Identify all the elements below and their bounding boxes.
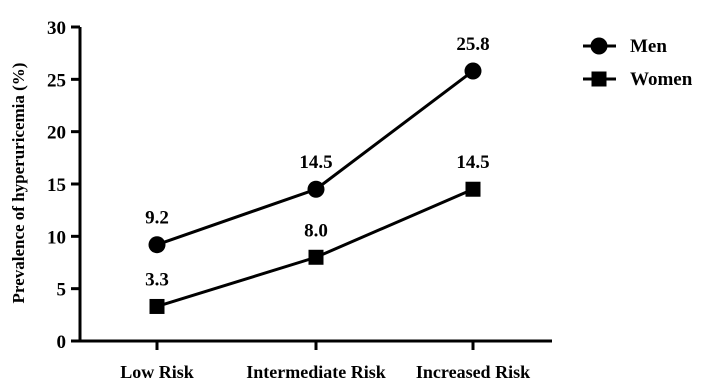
data-label: 14.5 xyxy=(299,152,332,173)
data-label: 8.0 xyxy=(304,220,328,241)
y-tick-label: 10 xyxy=(47,227,66,248)
y-tick-label: 15 xyxy=(47,175,66,196)
data-label: 3.3 xyxy=(145,269,169,290)
x-tick-label: Intermediate Risk xyxy=(246,362,385,382)
y-tick-label: 25 xyxy=(47,70,66,91)
data-point-circle xyxy=(148,236,166,254)
series-line xyxy=(156,187,474,308)
series-women: 3.3 8.0 14.5 xyxy=(145,152,490,314)
data-label: 9.2 xyxy=(145,208,169,229)
x-tick-label: Increased Risk xyxy=(416,362,530,382)
y-ticks: 0 5 10 15 20 25 30 xyxy=(47,18,80,353)
data-point-circle xyxy=(307,180,325,198)
y-tick-label: 20 xyxy=(47,123,66,144)
legend-label: Men xyxy=(630,36,667,57)
y-tick-label: 0 xyxy=(57,332,67,353)
y-tick-label: 30 xyxy=(47,18,66,39)
series-layer: 9.2 14.5 25.8 3.3 8.0 14.5 xyxy=(145,34,490,314)
series-men: 9.2 14.5 25.8 xyxy=(145,34,490,254)
x-tick-label: Low Risk xyxy=(120,362,194,382)
x-ticks: Low Risk Intermediate Risk Increased Risk xyxy=(120,341,530,382)
data-label: 14.5 xyxy=(456,152,489,173)
legend-label: Women xyxy=(630,69,693,90)
data-point-square xyxy=(308,249,324,265)
data-label: 25.8 xyxy=(456,34,489,55)
data-point-square xyxy=(465,181,481,197)
legend-marker-square xyxy=(591,71,607,87)
data-point-circle xyxy=(464,62,482,80)
legend-marker-circle xyxy=(590,37,608,55)
y-tick-label: 5 xyxy=(57,280,67,301)
data-point-square xyxy=(149,298,165,314)
legend: Men Women xyxy=(583,36,693,90)
y-axis-title: Prevalence of hyperuricemia (%) xyxy=(9,63,28,304)
